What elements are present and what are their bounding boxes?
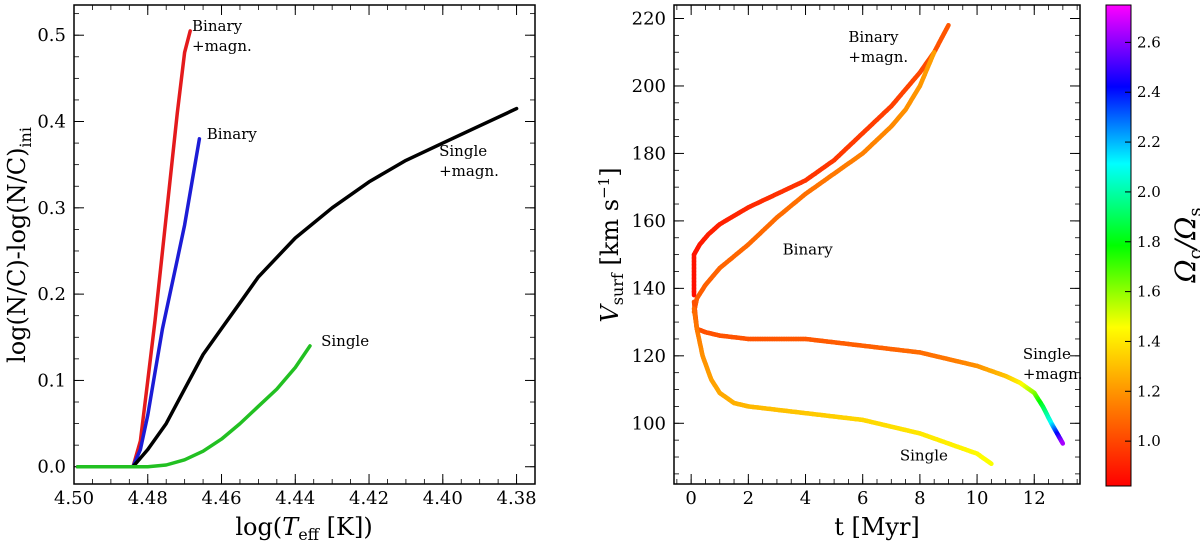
track-point-binary-magn	[945, 22, 951, 30]
left-annotation-single: Single	[321, 332, 369, 350]
colorbar-ticks: 1.0 1.2 1.4 1.6 1.8 2.0 2.2 2.4 2.6	[1125, 33, 1161, 450]
colorbar-tick-label: 1.4	[1137, 332, 1161, 350]
colorbar-tick-label: 1.0	[1137, 432, 1161, 450]
left-x-tick-label: 4.38	[497, 488, 537, 509]
left-x-tick-label: 4.42	[349, 488, 389, 509]
series-track-binary	[691, 49, 937, 315]
left-axis-ticks: 4.50 4.48 4.46 4.44 4.42 4.40 4.38 0.0 0.1 0.2 0.3…	[37, 5, 537, 509]
colorbar-tick-label: 2.0	[1137, 183, 1161, 201]
left-x-tick-label: 4.46	[201, 488, 241, 509]
right-x-tick-label: 4	[800, 488, 811, 509]
right-y-tick-label: 120	[632, 346, 666, 367]
colorbar-gradient	[1105, 4, 1132, 487]
series-track-single	[691, 306, 994, 467]
left-y-tick-label: 0.5	[37, 25, 66, 46]
left-y-tick-label: 0.2	[37, 284, 66, 305]
left-panel: 4.50 4.48 4.46 4.44 4.42 4.40 4.38 0.0 0.1 0.2 0.3…	[3, 4, 537, 543]
left-x-tick-label: 4.40	[423, 488, 463, 509]
left-x-axis-label: log(Teff [K])	[235, 513, 372, 543]
right-y-tick-label: 140	[632, 278, 666, 299]
right-axis-ticks: 0 2 4 6 8 10 12 100 120 140 160 180 200 220	[632, 5, 1080, 509]
left-x-tick-label: 4.50	[54, 488, 94, 509]
left-y-tick-label: 0.1	[37, 370, 66, 391]
right-annotation-binary: Binary	[783, 241, 834, 259]
right-y-tick-label: 200	[632, 76, 666, 97]
right-x-tick-label: 0	[685, 488, 696, 509]
right-x-tick-label: 2	[743, 488, 754, 509]
colorbar-tick-label: 1.2	[1137, 382, 1161, 400]
right-annotations: Binary +magn. Binary Single +magn. Single	[783, 28, 1083, 464]
right-panel: 0 2 4 6 8 10 12 100 120 140 160 180 200 220 Binary +ma…	[595, 4, 1083, 541]
right-plot-frame	[673, 4, 1081, 485]
colorbar-tick-label: 2.6	[1137, 33, 1161, 51]
left-x-tick-label: 4.48	[128, 488, 168, 509]
right-x-tick-label: 10	[966, 488, 989, 509]
left-y-axis-label: log(N/C)-log(N/C)ini	[3, 127, 35, 363]
right-y-axis-label: Vsurf [km s−1]	[595, 167, 627, 322]
series-track-binary-magn	[691, 22, 951, 298]
series-track-single-magn	[691, 299, 1066, 446]
right-x-axis-label: t [Myr]	[834, 513, 920, 541]
colorbar-tick-label: 2.4	[1137, 83, 1161, 101]
right-y-tick-label: 220	[632, 8, 666, 29]
series-line-binary	[75, 137, 202, 469]
left-plot-frame	[73, 4, 536, 485]
left-annotations: Binary +magn. Binary Single +magn. Single	[192, 17, 499, 350]
left-annotation-single-magn: Single +magn.	[439, 142, 499, 180]
left-y-tick-label: 0.4	[37, 112, 66, 133]
right-x-tick-label: 8	[914, 488, 925, 509]
left-series	[75, 29, 519, 469]
right-y-tick-label: 180	[632, 143, 666, 164]
track-point-binary	[930, 49, 937, 58]
right-series	[691, 22, 1066, 467]
colorbar-tick-label: 1.8	[1137, 233, 1161, 251]
right-y-tick-label: 160	[632, 211, 666, 232]
colorbar-tick-label: 2.2	[1137, 133, 1161, 151]
right-x-tick-label: 6	[857, 488, 868, 509]
left-y-tick-label: 0.3	[37, 198, 66, 219]
left-annotation-binary: Binary	[207, 125, 258, 143]
track-point-single	[987, 460, 994, 467]
left-annotation-binary-magn: Binary +magn.	[192, 17, 252, 55]
colorbar: 1.0 1.2 1.4 1.6 1.8 2.0 2.2 2.4 2.6 Ωc/Ωs	[1105, 4, 1200, 487]
right-annotation-binary-magn: Binary +magn.	[848, 28, 908, 66]
right-y-tick-label: 100	[632, 413, 666, 434]
series-line-single	[75, 344, 312, 469]
right-annotation-single-magn: Single +magn.	[1023, 345, 1083, 383]
series-line-binary-magn	[75, 29, 192, 469]
left-y-tick-label: 0.0	[37, 457, 66, 478]
right-annotation-single: Single	[900, 446, 948, 464]
left-x-tick-label: 4.44	[275, 488, 315, 509]
colorbar-tick-label: 1.6	[1137, 283, 1161, 301]
colorbar-label: Ωc/Ωs	[1169, 207, 1200, 283]
right-x-tick-label: 12	[1023, 488, 1046, 509]
